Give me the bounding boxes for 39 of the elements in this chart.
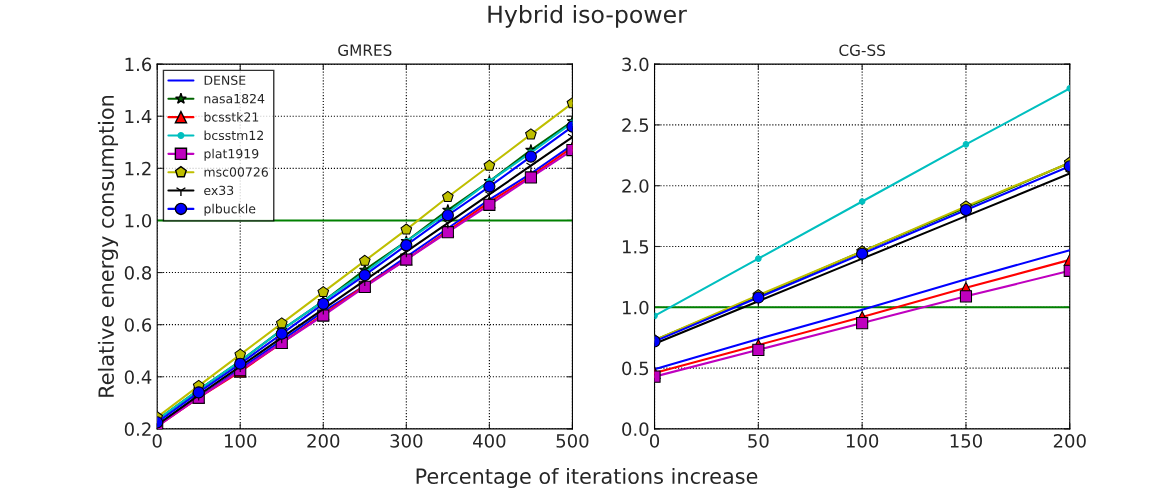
x-tick-label: 200 bbox=[307, 434, 340, 448]
legend-label: msc00726 bbox=[204, 167, 268, 177]
y-tick-label: 3.0 bbox=[622, 57, 649, 72]
y-tick-label: 0.6 bbox=[124, 318, 152, 332]
x-tick-label: 400 bbox=[473, 434, 506, 448]
y-tick-label: 0.2 bbox=[124, 422, 151, 437]
legend-label: bcsstm12 bbox=[204, 130, 263, 141]
y-tick-label: 2.0 bbox=[622, 179, 649, 193]
y-tick-label: 1.6 bbox=[125, 57, 152, 72]
x-axis-title: Percentage of iterations increase bbox=[416, 467, 758, 489]
chart-subtitle: CG-SS bbox=[839, 44, 886, 56]
y-tick-label: 0.4 bbox=[124, 370, 152, 384]
x-tick-label: 150 bbox=[950, 434, 982, 448]
x-tick-label: 100 bbox=[846, 434, 879, 448]
x-tick-label: 200 bbox=[1053, 434, 1086, 448]
y-tick-label: 1.0 bbox=[622, 300, 649, 315]
legend-label: bcsstk21 bbox=[204, 112, 259, 122]
x-tick-label: 300 bbox=[390, 434, 423, 448]
y-tick-label: 0.5 bbox=[622, 361, 649, 376]
legend-label: plbuckle bbox=[204, 203, 256, 216]
y-tick-label: 1.4 bbox=[125, 109, 152, 124]
x-tick-label: 50 bbox=[748, 434, 769, 448]
y-tick-label: 0.0 bbox=[622, 422, 649, 437]
legend-label: nasa1824 bbox=[204, 93, 265, 104]
x-tick-label: 0 bbox=[152, 434, 162, 448]
y-axis-title: Relative energy consumption bbox=[97, 95, 119, 397]
legend-label: ex33 bbox=[204, 185, 234, 196]
x-tick-label: 100 bbox=[224, 434, 257, 448]
x-tick-label: 0 bbox=[649, 434, 660, 448]
y-tick-label: 0.8 bbox=[124, 266, 152, 280]
y-tick-label: 1.5 bbox=[622, 240, 649, 254]
legend-label: plat1919 bbox=[204, 148, 259, 161]
y-tick-label: 1.0 bbox=[125, 213, 152, 228]
chart-title: Hybrid iso-power bbox=[488, 4, 687, 28]
y-tick-label: 2.5 bbox=[622, 118, 649, 133]
chart-subtitle: GMRES bbox=[338, 44, 392, 56]
y-tick-label: 1.2 bbox=[125, 161, 151, 176]
legend-label: DENSE bbox=[204, 75, 246, 86]
x-tick-label: 500 bbox=[556, 434, 589, 448]
